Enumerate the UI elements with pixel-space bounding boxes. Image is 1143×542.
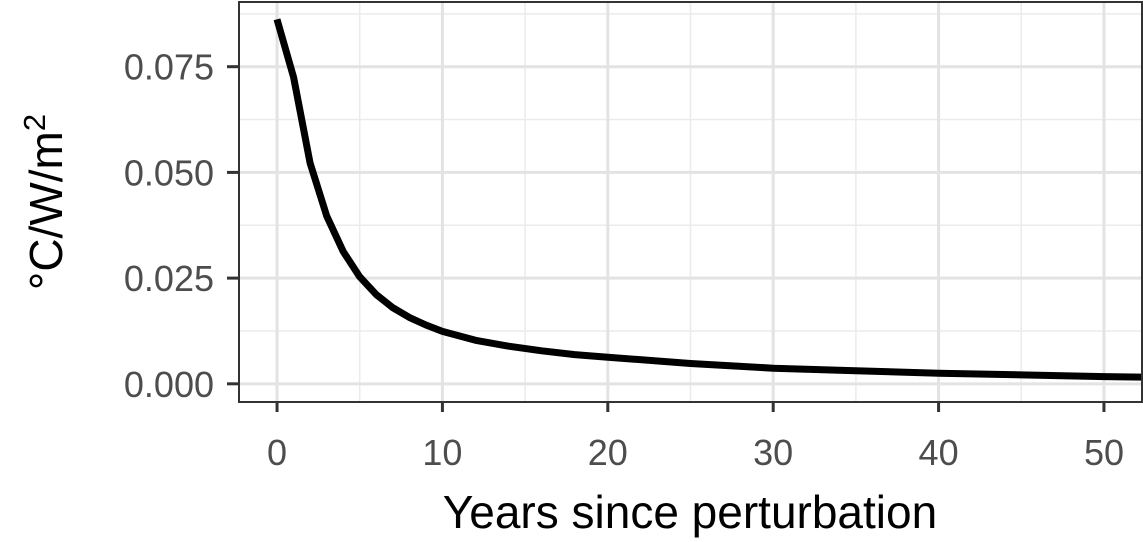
x-axis: 0 10 20 30 40 50: [267, 402, 1124, 473]
y-axis-title-superscript: 2: [17, 114, 52, 131]
y-tick-label: 0.025: [124, 258, 214, 299]
y-tick-label: 0.000: [124, 364, 214, 405]
series-line: [273, 18, 1143, 381]
major-gridlines: [239, 2, 1142, 402]
y-tick-label: 0.050: [124, 152, 214, 193]
x-axis-title: Years since perturbation: [443, 486, 937, 538]
minor-gridlines: [239, 2, 1142, 402]
y-axis: 0.000 0.025 0.050 0.075: [124, 47, 239, 405]
x-tick-label: 50: [1084, 432, 1124, 473]
x-tick-label: 10: [422, 432, 462, 473]
x-tick-label: 0: [267, 432, 287, 473]
y-axis-title: °C/W/m2: [17, 114, 72, 290]
y-axis-title-text: °C/W/m: [20, 131, 72, 290]
series-layer: [273, 18, 1143, 381]
x-tick-label: 30: [753, 432, 793, 473]
x-tick-label: 20: [588, 432, 628, 473]
x-tick-label: 40: [919, 432, 959, 473]
plot-panel-border: [238, 1, 1143, 403]
y-axis-title-group: °C/W/m2: [17, 114, 72, 290]
y-tick-label: 0.075: [124, 47, 214, 88]
